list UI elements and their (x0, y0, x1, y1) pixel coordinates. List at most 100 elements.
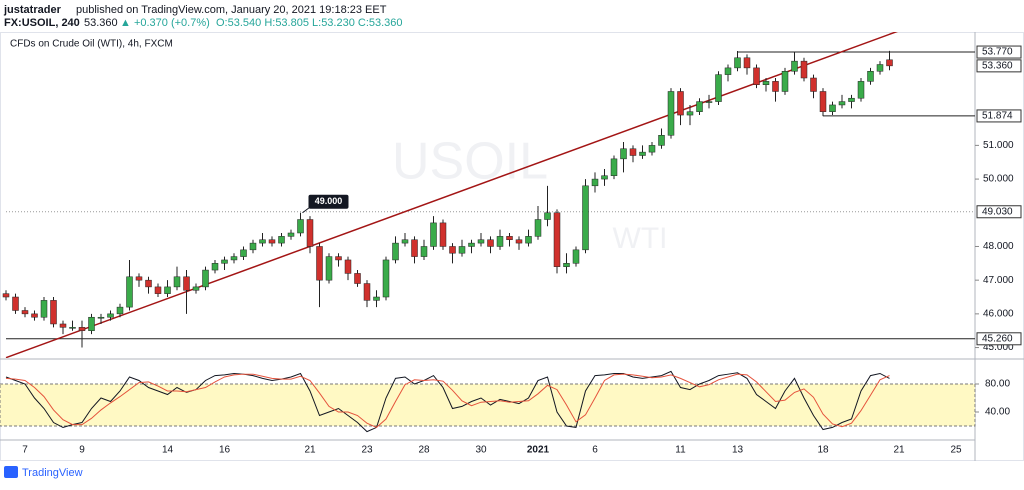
candle-body (259, 239, 266, 244)
candle-body (800, 60, 808, 79)
candle-body (297, 219, 304, 234)
candle-body (715, 74, 722, 102)
y-tick-label: 51.000 (983, 140, 1014, 151)
price-label-box (976, 109, 1022, 123)
candle-body (582, 185, 589, 251)
candle-body (876, 64, 884, 72)
plot (2, 32, 975, 358)
candle-body (791, 60, 798, 72)
candle-body (648, 145, 656, 153)
candle-body (164, 286, 171, 294)
watermark: WTI (613, 222, 668, 255)
y-tick-label: 50.000 (983, 174, 1014, 185)
price-label-box (976, 45, 1022, 59)
candle-body (439, 222, 447, 247)
callout-box (308, 194, 349, 209)
candle-body (78, 327, 86, 331)
callout-pointer (302, 206, 311, 214)
candle-body (886, 59, 893, 67)
candle-body (696, 101, 703, 112)
price-label: 45.260 (982, 333, 1013, 344)
candle-body (97, 316, 105, 319)
candle-body (515, 239, 523, 244)
candle-body (762, 81, 770, 85)
x-tick-label: 28 (418, 445, 430, 456)
candle-body (857, 81, 865, 99)
candle-body (829, 104, 836, 112)
candle-body (363, 283, 371, 301)
candle-body (468, 242, 475, 247)
x-tick-label: 21 (304, 445, 316, 456)
candle-body (211, 263, 219, 271)
candle-body (2, 293, 10, 298)
candle-body (344, 259, 352, 274)
candle-body (249, 242, 257, 251)
candle-body (667, 91, 675, 136)
author: justatrader (3, 4, 62, 16)
candle-body (591, 178, 599, 187)
price-label: 49.030 (982, 206, 1013, 217)
candle-body (610, 158, 618, 176)
candle-body (173, 276, 181, 288)
trendline (5, 32, 898, 358)
candle-body (525, 236, 532, 244)
candle-body (430, 222, 437, 247)
candle-body (705, 101, 713, 103)
candle-body (658, 135, 665, 146)
candle-body (534, 219, 542, 237)
candle-body (69, 327, 76, 329)
candle-body (601, 175, 608, 180)
oscillator-line (5, 373, 890, 429)
candle-body (316, 246, 323, 281)
y-tick-label: 40.00 (985, 407, 1010, 418)
x-tick-label: 23 (361, 445, 373, 456)
candle-body (278, 236, 285, 244)
candle-body (116, 306, 124, 315)
candle-body (335, 256, 342, 261)
y-tick-label: 45.000 (983, 342, 1014, 353)
price-label-box (976, 332, 1022, 346)
x-tick-label: 18 (817, 445, 829, 456)
candle-body (544, 212, 551, 220)
price-label-box (976, 59, 1022, 73)
candle-body (354, 273, 361, 284)
candle-body (202, 269, 209, 288)
y-tick-label: 46.000 (983, 309, 1014, 320)
candle-body (325, 256, 333, 281)
callout-label: 49.000 (315, 196, 343, 206)
candle-body (59, 323, 67, 328)
price-label: 51.874 (982, 111, 1013, 122)
candle-body (743, 57, 751, 69)
last-price: 53.360 (84, 17, 118, 29)
candle-body (506, 236, 513, 240)
candle-body (135, 276, 143, 281)
published: published on TradingView.com, January 20… (76, 4, 387, 16)
y-tick-label: 47.000 (983, 275, 1014, 286)
candle-body (572, 249, 580, 264)
x-tick-label: 2021 (527, 445, 550, 456)
candle-body (639, 151, 646, 156)
candle-body (221, 259, 228, 264)
candle-body (458, 246, 466, 254)
candle-body (88, 316, 95, 331)
candle-body (306, 219, 314, 247)
candle-body (686, 111, 694, 116)
candle-body (810, 77, 817, 92)
candle-body (392, 242, 399, 261)
x-tick-label: 6 (592, 445, 598, 456)
candle-body (867, 71, 874, 82)
symbol: FX:USOIL, 240 (4, 17, 80, 29)
candle-body (287, 232, 295, 237)
candle-body (183, 276, 190, 291)
candle-body (31, 313, 38, 318)
candle-body (772, 81, 779, 92)
candle-body (40, 300, 48, 318)
change: ▲ +0.370 (+0.7%) (120, 17, 210, 29)
candle-body (838, 101, 846, 106)
y-tick-label: 80.00 (985, 379, 1010, 390)
candle-body (734, 57, 741, 69)
candle-body (382, 259, 390, 298)
candle-body (126, 276, 133, 308)
candle-body (620, 148, 627, 160)
x-tick-label: 9 (79, 445, 85, 456)
